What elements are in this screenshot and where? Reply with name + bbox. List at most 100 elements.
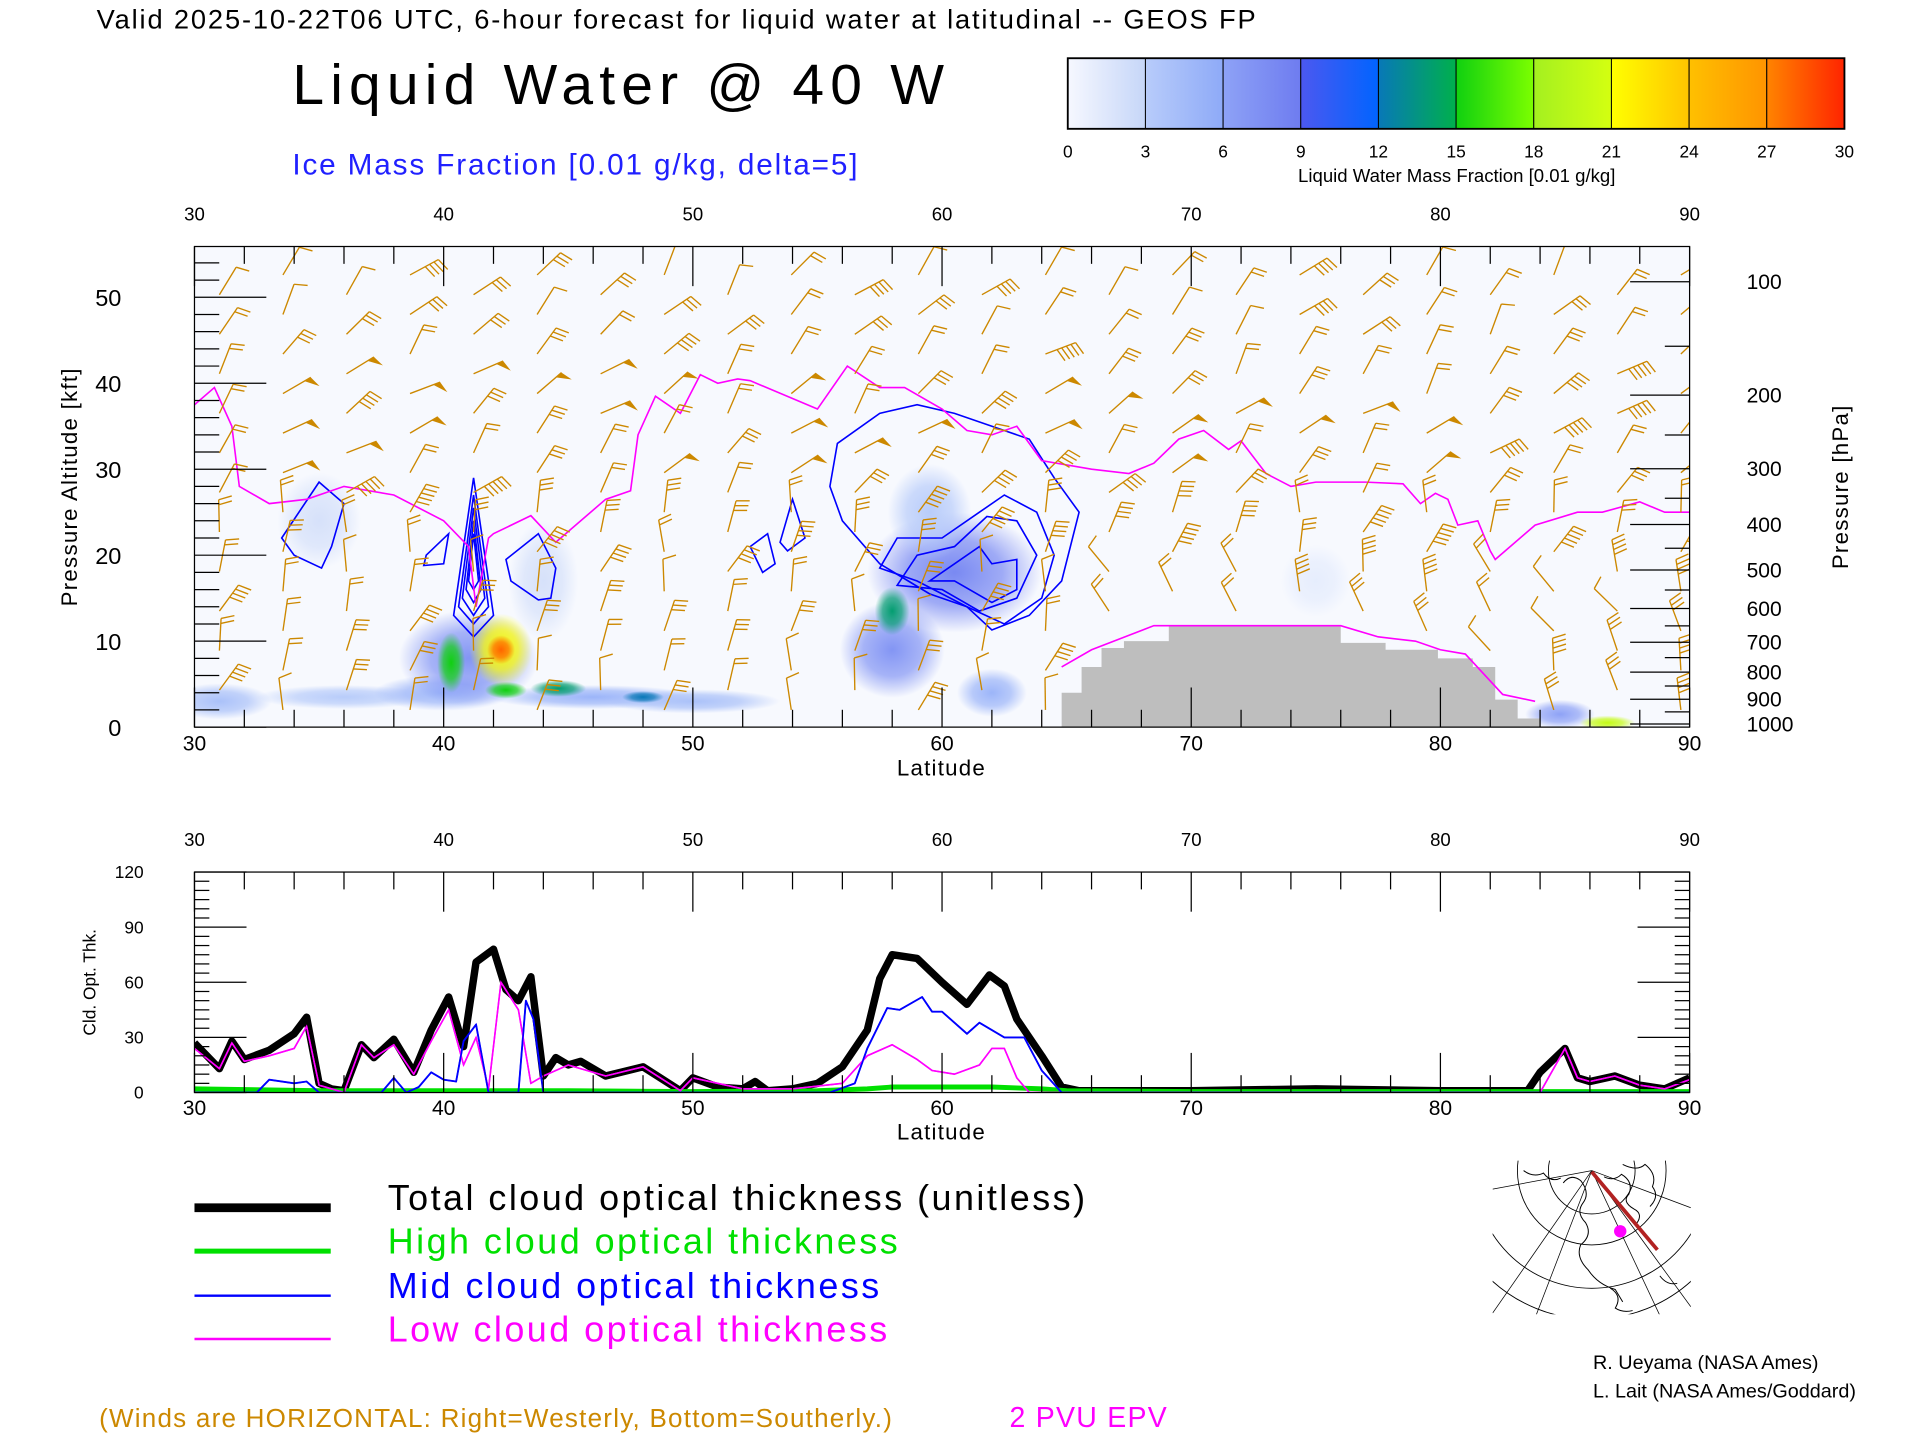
wind-barb-staff [663,371,689,395]
wind-barb-feather [1000,283,1012,295]
wind-barb-staff [409,604,430,632]
wind-barb [218,663,252,691]
wind-barb-feather [407,514,421,521]
wind-barb-feather [428,301,440,312]
wind-barb-feather [278,672,292,679]
wind-barb [472,422,501,454]
wind-barb-feather [605,508,619,511]
wind-barb-feather [1423,563,1437,570]
bottom-x-tick-label: 60 [930,1097,953,1120]
wind-barb-feather [801,520,816,523]
wind-barb [1172,413,1209,434]
wind-barb [536,252,573,276]
wind-barb [1426,324,1454,355]
wind-barb [1044,477,1063,513]
wind-barb-feather [987,617,1002,620]
wind-barb-feather [288,642,303,645]
wind-barb-staff [663,295,692,316]
wind-barb [790,520,816,552]
y-tick-label: 60 [124,972,143,992]
wind-barb [1235,342,1261,375]
wind-barb-staff [1361,539,1364,572]
legend-label-low: Low cloud optical thickness [388,1309,890,1350]
wind-barb-feather [793,555,808,560]
wind-barb [278,672,292,711]
wind-barb-staff [1299,366,1318,394]
wind-barb [790,600,817,632]
wind-barb-feather [936,445,950,452]
wind-barb-feather [667,482,681,486]
bottom-x-tick-label: 80 [1429,1097,1452,1120]
wind-barb [1044,595,1061,631]
wind-barb [854,315,893,335]
wind-barb-feather [1063,287,1077,293]
wind-barb-feather [300,332,314,340]
wind-barb-feather [539,487,553,491]
wind-barb-feather [1637,403,1647,416]
wind-barb-staff [1235,397,1265,414]
wind-barb-feather [1632,310,1646,317]
wind-barb-feather [414,562,428,566]
wind-barb [1108,501,1135,533]
wind-barb [536,634,552,671]
wind-barb-feather [1318,262,1329,274]
wind-barb-feather [356,658,371,661]
colorbar-segment [1377,57,1457,130]
wind-barb-feather [1318,445,1332,453]
wind-barb-feather [749,317,761,327]
wind-barb-feather [1636,268,1650,276]
wind-barb-staff [981,423,997,454]
wind-barb-staff [1235,423,1251,454]
liquid-water-blob [485,681,527,699]
ice-contour [926,545,1018,604]
wind-barb-feather [1677,682,1690,689]
wind-barb-feather [937,485,951,492]
wind-barb [1158,552,1174,592]
wind-barb-pennant [622,359,638,369]
wind-barb-feather [235,667,249,674]
wind-barb-pennant [304,377,320,387]
map-meridian [1591,1170,1660,1315]
wind-barb-feather [1632,405,1643,418]
wind-barb-feather [1375,349,1390,354]
wind-barb-staff [854,383,869,414]
wind-barb-staff [1489,438,1520,454]
wind-barb [406,514,421,552]
wind-barb-feather [1614,548,1628,556]
wind-barb-feather [354,623,369,626]
wind-barb-feather [493,387,507,395]
wind-barb-feather [229,596,243,603]
wind-barb-feather [677,342,690,352]
wind-barb-feather [746,545,761,552]
wind-barb [218,614,235,651]
wind-barb-feather [419,649,434,654]
wind-barb-feather [554,445,568,451]
wind-barb-feather [362,265,376,271]
wind-barb-feather [737,557,752,564]
wind-barb-feather [807,325,822,332]
wind-barb [1553,525,1587,553]
wind-barb [663,599,689,632]
wind-barb-feather [496,478,508,490]
wind-barb [727,427,762,454]
wind-barb-feather [874,283,885,295]
wind-barb-feather [224,543,239,546]
wind-barb-feather [989,521,1003,529]
wind-barb-staff [663,638,673,671]
series-line-high [194,1084,1690,1093]
wind-barb-staff [1044,246,1063,276]
wind-barb [1426,416,1464,434]
wind-barb-staff [1475,581,1491,612]
valid-line: Valid 2025-10-22T06 UTC, 6-hour forecast… [97,3,1258,34]
wind-barb [472,496,489,533]
wind-barb [727,461,754,493]
wind-barb-feather [1349,572,1361,583]
wind-barb-feather [1432,540,1447,546]
wind-barb-feather [1577,419,1588,431]
wind-barb [218,424,249,454]
wind-barb-feather [1055,520,1070,523]
wind-barb [917,639,944,671]
wind-barb-feather [1382,275,1396,285]
wind-barb-feather [1424,568,1438,575]
